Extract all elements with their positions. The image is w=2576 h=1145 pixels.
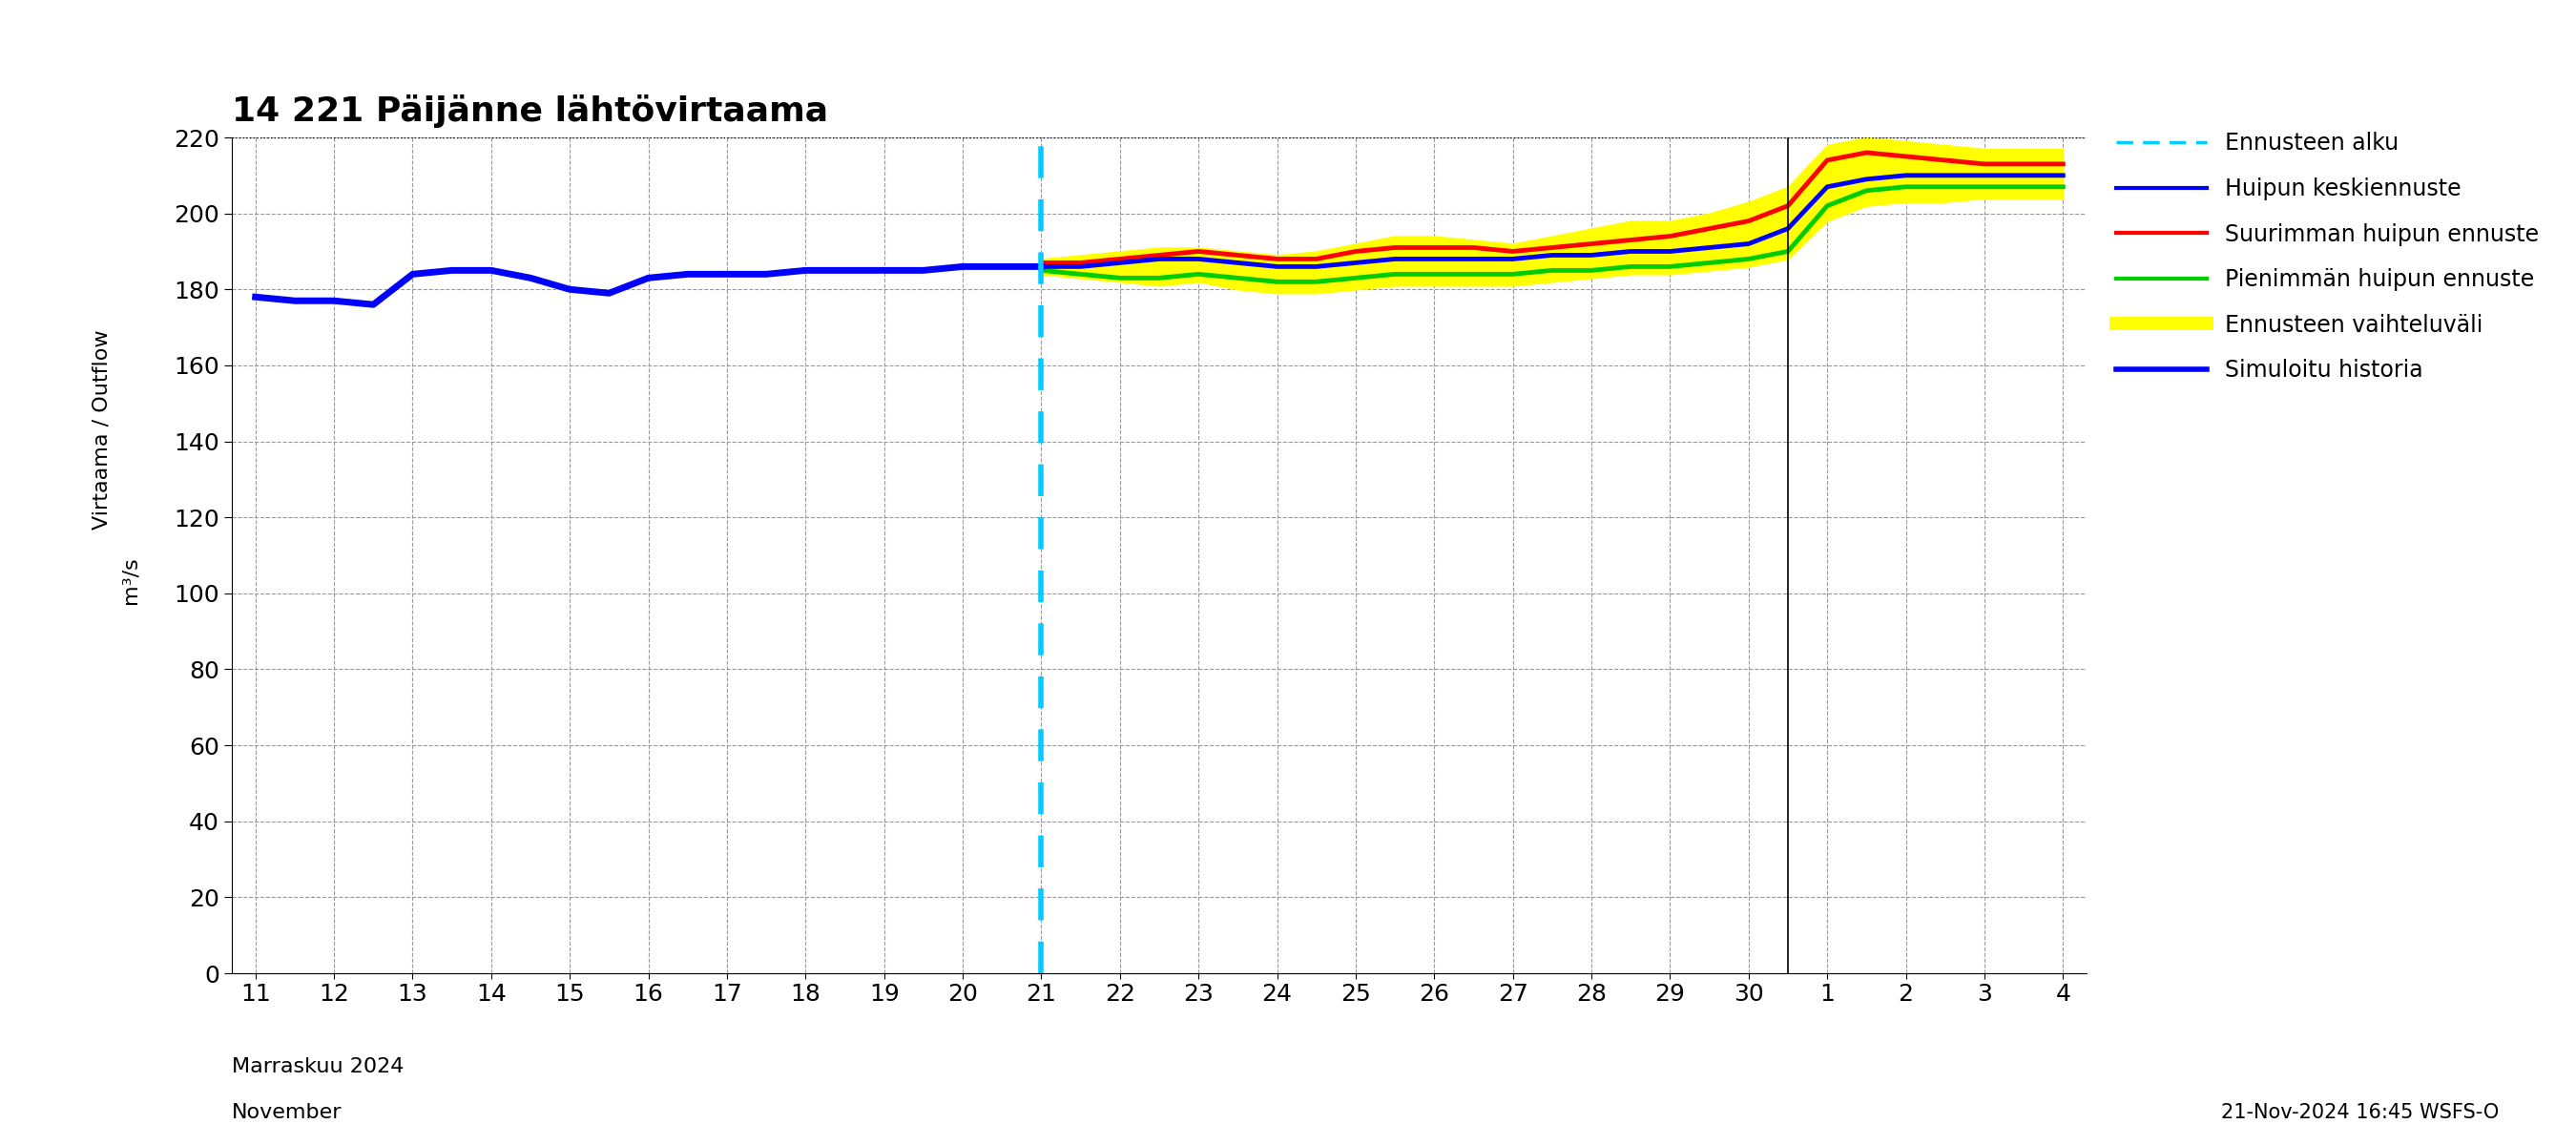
Legend: Ennusteen alku, Huipun keskiennuste, Suurimman huipun ennuste, Pienimmän huipun : Ennusteen alku, Huipun keskiennuste, Suu… [2117,132,2537,382]
Text: m³/s: m³/s [121,556,139,605]
Text: Marraskuu 2024: Marraskuu 2024 [232,1057,404,1076]
Text: 21-Nov-2024 16:45 WSFS-O: 21-Nov-2024 16:45 WSFS-O [2221,1103,2499,1122]
Text: November: November [232,1103,343,1122]
Text: Virtaama / Outflow: Virtaama / Outflow [93,330,111,530]
Text: 14 221 Päijänne lähtövirtaama: 14 221 Päijänne lähtövirtaama [232,95,829,128]
